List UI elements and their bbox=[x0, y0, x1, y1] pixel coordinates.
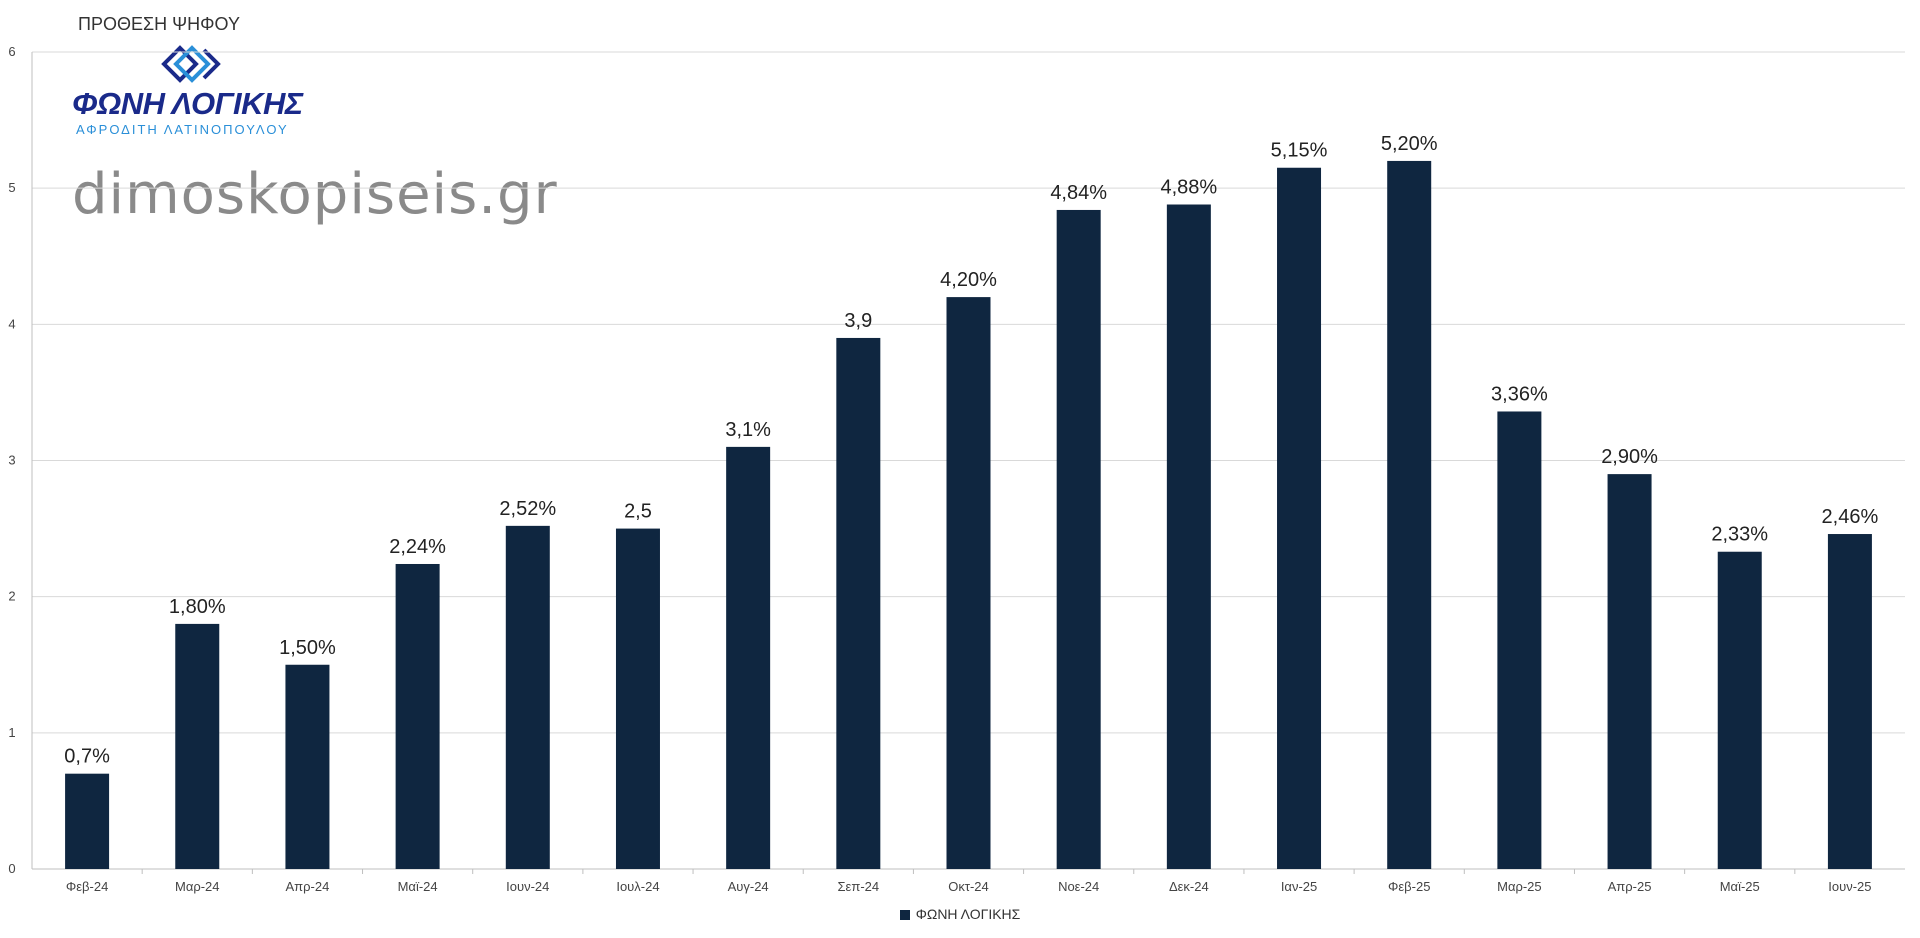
data-label: 2,33% bbox=[1711, 524, 1768, 546]
bar bbox=[1387, 160, 1432, 869]
y-tick-label: 6 bbox=[8, 44, 15, 59]
data-label: 1,80% bbox=[169, 596, 226, 618]
x-tick-label: Μαρ-25 bbox=[1497, 879, 1542, 894]
x-tick-label: Ιουν-25 bbox=[1828, 879, 1871, 894]
legend: ΦΩΝΗ ΛΟΓΙΚΗΣ bbox=[0, 906, 1920, 922]
bar bbox=[1056, 209, 1101, 869]
y-tick-label: 4 bbox=[8, 316, 15, 331]
data-label: 4,20% bbox=[940, 269, 997, 291]
data-label: 5,20% bbox=[1381, 133, 1438, 155]
x-tick-label: Απρ-24 bbox=[286, 879, 330, 894]
data-label: 3,36% bbox=[1491, 383, 1548, 405]
x-tick-label: Δεκ-24 bbox=[1169, 879, 1209, 894]
legend-swatch bbox=[899, 910, 910, 921]
x-tick-label: Νοε-24 bbox=[1058, 879, 1099, 894]
y-tick-label: 0 bbox=[8, 861, 15, 876]
x-tick-label: Μαρ-24 bbox=[175, 879, 220, 894]
x-tick-label: Ιουν-24 bbox=[506, 879, 549, 894]
data-label: 2,90% bbox=[1601, 446, 1658, 468]
bar bbox=[1166, 204, 1211, 870]
chart-title: ΠΡΟΘΕΣΗ ΨΗΦΟΥ bbox=[78, 14, 240, 34]
bar bbox=[1607, 474, 1652, 869]
logo-name: ΦΩΝΗ ΛΟΓΙΚΗΣ bbox=[72, 86, 303, 121]
x-tick-label: Αυγ-24 bbox=[728, 879, 769, 894]
x-tick-label: Οκτ-24 bbox=[948, 879, 989, 894]
y-tick-label: 3 bbox=[8, 453, 15, 468]
data-label: 3,1% bbox=[725, 419, 771, 441]
bar bbox=[615, 528, 660, 869]
x-tick-label: Μαϊ-25 bbox=[1720, 879, 1760, 894]
watermark: dimoskopiseis.gr bbox=[72, 162, 558, 227]
data-label: 4,84% bbox=[1050, 182, 1107, 204]
data-label: 5,15% bbox=[1271, 140, 1328, 162]
bar bbox=[1717, 551, 1762, 869]
y-tick-label: 2 bbox=[8, 589, 15, 604]
x-tick-label: Σεπ-24 bbox=[838, 879, 880, 894]
x-tick-label: Φεβ-24 bbox=[66, 879, 108, 894]
data-label: 2,24% bbox=[389, 536, 446, 558]
y-tick-label: 5 bbox=[8, 180, 15, 195]
bar bbox=[65, 773, 110, 869]
x-tick-label: Φεβ-25 bbox=[1388, 879, 1430, 894]
legend-label: ΦΩΝΗ ΛΟΓΙΚΗΣ bbox=[915, 906, 1021, 922]
bar bbox=[175, 623, 220, 869]
x-tick-label: Μαϊ-24 bbox=[398, 879, 438, 894]
bar bbox=[505, 525, 550, 869]
x-tick-label: Απρ-25 bbox=[1608, 879, 1652, 894]
bar bbox=[1277, 167, 1322, 869]
y-tick-label: 1 bbox=[8, 725, 15, 740]
logo-diamond-icon bbox=[161, 45, 221, 83]
x-tick-label: Ιουλ-24 bbox=[616, 879, 659, 894]
x-tick-label: Ιαν-25 bbox=[1281, 879, 1317, 894]
bar bbox=[1827, 534, 1872, 869]
bar bbox=[946, 297, 991, 870]
bar bbox=[836, 337, 881, 869]
data-label: 1,50% bbox=[279, 637, 336, 659]
data-label: 3,9 bbox=[844, 310, 872, 332]
data-label: 4,88% bbox=[1160, 177, 1217, 199]
bar bbox=[395, 563, 440, 869]
data-label: 2,46% bbox=[1822, 506, 1879, 528]
bar bbox=[1497, 411, 1542, 869]
bar bbox=[726, 446, 771, 869]
logo-subtitle: ΑΦΡΟΔΙΤΗ ΛΑΤΙΝΟΠΟΥΛΟΥ bbox=[76, 122, 289, 137]
bar bbox=[285, 664, 330, 869]
data-label: 2,52% bbox=[499, 498, 556, 520]
data-label: 0,7% bbox=[64, 746, 110, 768]
data-label: 2,5 bbox=[624, 501, 652, 523]
